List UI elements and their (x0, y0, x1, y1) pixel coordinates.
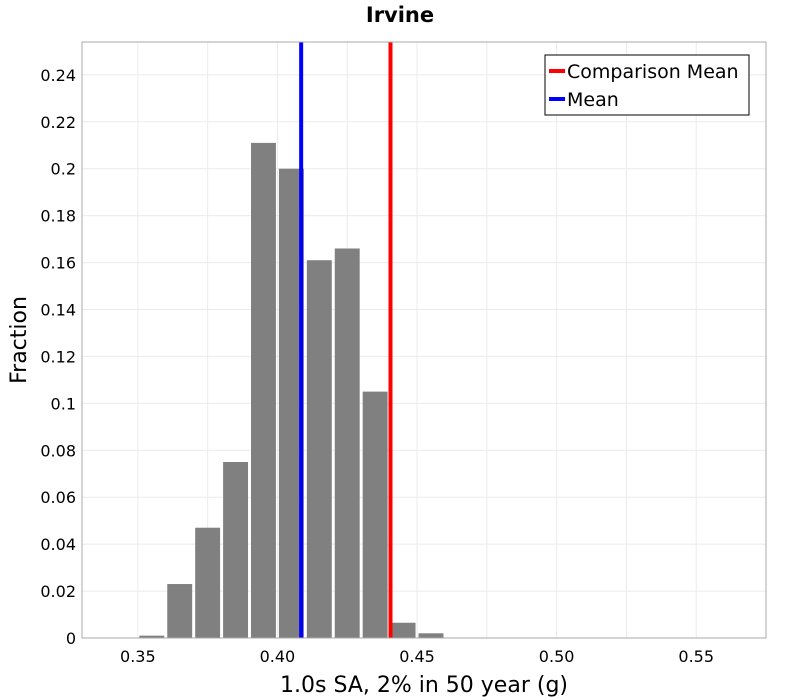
x-tick-label: 0.55 (678, 647, 714, 666)
legend-label-mean: Mean (567, 89, 619, 111)
y-tick-label: 0.22 (40, 113, 76, 132)
x-tick-label: 0.50 (539, 647, 575, 666)
x-tick-label: 0.45 (399, 647, 435, 666)
x-tick-label: 0.40 (260, 647, 296, 666)
y-axis-ticks: 0 0.02 0.04 0.06 0.08 0.1 0.12 0.14 0.16 0.18 0.2 0… (40, 66, 76, 648)
y-tick-label: 0.1 (51, 394, 76, 413)
y-tick-label: 0.18 (40, 207, 76, 226)
y-tick-label: 0.04 (40, 535, 76, 554)
y-tick-label: 0.16 (40, 254, 76, 273)
plot-frame (81, 41, 767, 639)
y-tick-label: 0.14 (40, 300, 76, 319)
y-tick-label: 0 (66, 629, 76, 648)
histogram-bar (362, 391, 388, 638)
y-axis-label: Fraction (7, 296, 32, 384)
mean-lines (299, 42, 393, 638)
x-axis-label: 1.0s SA, 2% in 50 year (g) (280, 673, 568, 698)
histogram-bar (418, 633, 444, 638)
histogram-bar (390, 622, 416, 638)
chart-title: Irvine (366, 3, 434, 27)
y-tick-label: 0.06 (40, 488, 76, 507)
x-tick-label: 0.35 (120, 647, 156, 666)
histogram-bar (251, 142, 276, 638)
legend-box (544, 54, 750, 116)
y-tick-label: 0.12 (40, 347, 76, 366)
legend-label-comparison-mean: Comparison Mean (567, 61, 739, 83)
histogram-bar (223, 462, 249, 638)
y-tick-label: 0.08 (40, 441, 76, 460)
histogram-bar (334, 248, 360, 638)
histogram-bar (195, 527, 221, 638)
histogram-bar (167, 584, 193, 638)
histogram-bar (139, 635, 165, 638)
x-axis-ticks: 0.35 0.40 0.45 0.50 0.55 (120, 647, 714, 666)
y-tick-label: 0.02 (40, 582, 76, 601)
y-tick-label: 0.24 (40, 66, 76, 85)
histogram-bar (306, 260, 332, 638)
y-tick-label: 0.2 (51, 160, 76, 179)
legend: Comparison Mean Mean (544, 54, 750, 116)
